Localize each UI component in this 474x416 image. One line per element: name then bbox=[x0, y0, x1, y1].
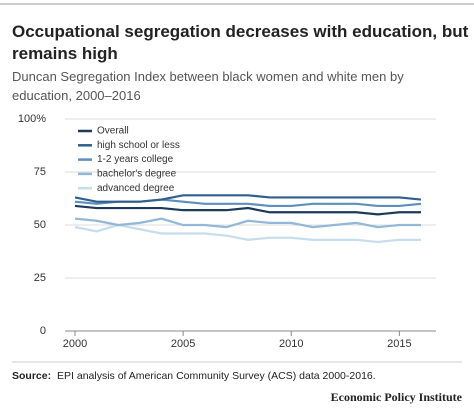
y-tick-label: 0 bbox=[40, 325, 46, 337]
chart-subtitle: Duncan Segregation Index between black w… bbox=[12, 69, 407, 103]
subtitle-line: education, 2000–2016 bbox=[12, 88, 141, 103]
x-tick-label: 2010 bbox=[279, 338, 303, 350]
y-tick-label: 25 bbox=[34, 272, 46, 284]
series-line bbox=[74, 204, 421, 216]
source-label: Source: bbox=[12, 370, 51, 382]
subtitle-line: Duncan Segregation Index between black w… bbox=[12, 69, 404, 84]
x-tick-label: 2000 bbox=[63, 338, 87, 350]
legend-label: advanced degree bbox=[97, 183, 175, 194]
source: Source: EPI analysis of American Communi… bbox=[12, 370, 376, 382]
x-tick-label: 2005 bbox=[171, 338, 195, 350]
plot: 0 25 50 75 100% 2000 2005 2010 2015 Overall high s… bbox=[18, 113, 436, 350]
series-line bbox=[74, 194, 422, 203]
title-line: remains high bbox=[12, 44, 118, 63]
legend-label: Overall bbox=[97, 126, 129, 137]
y-tick-label: 100% bbox=[18, 113, 46, 125]
publisher: Economic Policy Institute bbox=[331, 390, 463, 404]
source-text: EPI analysis of American Community Surve… bbox=[57, 370, 376, 382]
chart-title: Occupational segregation decreases with … bbox=[12, 22, 473, 63]
y-tick-label: 75 bbox=[34, 166, 46, 178]
series-line bbox=[74, 217, 421, 229]
legend-label: high school or less bbox=[97, 140, 180, 151]
legend-label: 1-2 years college bbox=[97, 154, 174, 165]
title-line: Occupational segregation decreases with … bbox=[12, 22, 469, 41]
y-tick-label: 50 bbox=[34, 219, 46, 231]
x-tick-label: 2015 bbox=[387, 338, 411, 350]
legend-label: bachelor's degree bbox=[97, 169, 177, 180]
series-line bbox=[74, 223, 421, 244]
